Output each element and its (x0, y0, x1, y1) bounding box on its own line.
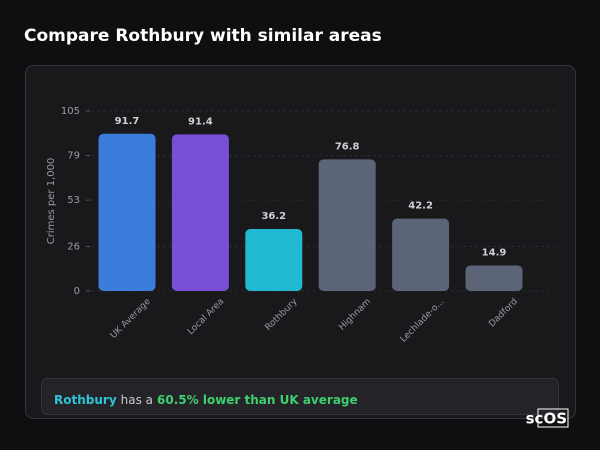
y-tick-label: 53 (67, 195, 80, 206)
bar (318, 159, 376, 291)
value-label: 91.7 (115, 116, 140, 127)
summary-box (41, 378, 559, 415)
bar (465, 265, 523, 291)
summary: Rothbury has a 60.5% lower than UK average (54, 393, 358, 407)
value-label: 42.2 (408, 201, 433, 212)
y-axis-label: Crimes per 1,000 (46, 158, 57, 245)
value-label: 14.9 (482, 247, 507, 258)
chart-title: Compare Rothbury with similar areas (24, 26, 382, 46)
value-label: 91.4 (188, 116, 213, 127)
y-tick-label: 26 (67, 241, 80, 252)
logo: scOS (526, 410, 567, 428)
y-tick-label: 79 (67, 151, 80, 162)
bar (392, 218, 450, 291)
summary-text: has a (121, 393, 153, 407)
y-tick-label: 0 (74, 286, 80, 297)
value-label: 76.8 (335, 141, 360, 152)
summary-area: Rothbury (54, 393, 117, 407)
logo-box (537, 408, 569, 428)
summary-highlight: 60.5% lower than UK average (157, 393, 358, 407)
bar (98, 133, 156, 291)
y-tick-label: 105 (61, 106, 80, 117)
bar (245, 228, 303, 291)
bar (171, 134, 229, 291)
value-label: 36.2 (261, 211, 286, 222)
